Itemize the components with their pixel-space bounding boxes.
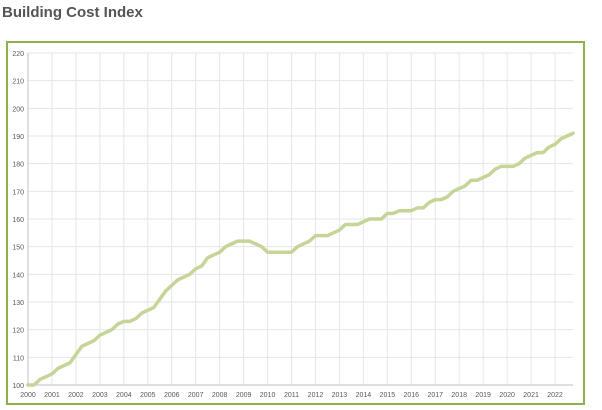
x-tick-label: 2017	[427, 392, 443, 399]
x-tick-label: 2004	[116, 392, 132, 399]
x-tick-label: 2013	[332, 392, 348, 399]
x-tick-label: 2003	[92, 392, 108, 399]
y-tick-label: 190	[12, 134, 24, 141]
y-tick-label: 110	[13, 355, 24, 362]
x-tick-label: 2014	[356, 392, 372, 399]
y-tick-label: 100	[12, 383, 24, 390]
x-tick-label: 2011	[284, 392, 299, 399]
x-tick-label: 2018	[451, 392, 467, 399]
x-tick-label: 2016	[404, 392, 420, 399]
x-tick-label: 2001	[44, 392, 60, 399]
y-tick-label: 150	[12, 245, 24, 252]
y-tick-label: 170	[12, 189, 24, 196]
x-tick-label: 2022	[547, 392, 563, 399]
x-tick-label: 2019	[475, 392, 491, 399]
y-tick-label: 200	[12, 106, 24, 113]
y-tick-label: 130	[12, 300, 24, 307]
y-tick-label: 160	[12, 217, 24, 224]
x-tick-label: 2002	[68, 392, 84, 399]
x-tick-label: 2006	[164, 392, 180, 399]
chart-frame: 100 110 120 130 140 150 160 170 180 190 200 210 220 2…	[6, 41, 585, 405]
x-tick-label: 2021	[523, 392, 539, 399]
series-line-0	[26, 131, 575, 387]
y-tick-label: 140	[12, 272, 24, 279]
x-tick-label: 2008	[212, 392, 228, 399]
x-tick-label: 2010	[260, 392, 276, 399]
line-chart: 100 110 120 130 140 150 160 170 180 190 200 210 220 2…	[12, 51, 575, 399]
x-tick-label: 2015	[380, 392, 396, 399]
y-tick-label: 180	[12, 162, 24, 169]
y-tick-label: 210	[12, 79, 24, 86]
x-tick-label: 2012	[308, 392, 324, 399]
x-tick-label: 2000	[20, 392, 36, 399]
x-tick-label: 2007	[188, 392, 204, 399]
x-tick-label: 2020	[499, 392, 515, 399]
y-tick-label: 220	[12, 51, 24, 58]
x-tick-label: 2009	[236, 392, 252, 399]
x-tick-label: 2005	[140, 392, 156, 399]
y-tick-label: 120	[12, 328, 24, 335]
page-title: Building Cost Index	[2, 4, 143, 21]
